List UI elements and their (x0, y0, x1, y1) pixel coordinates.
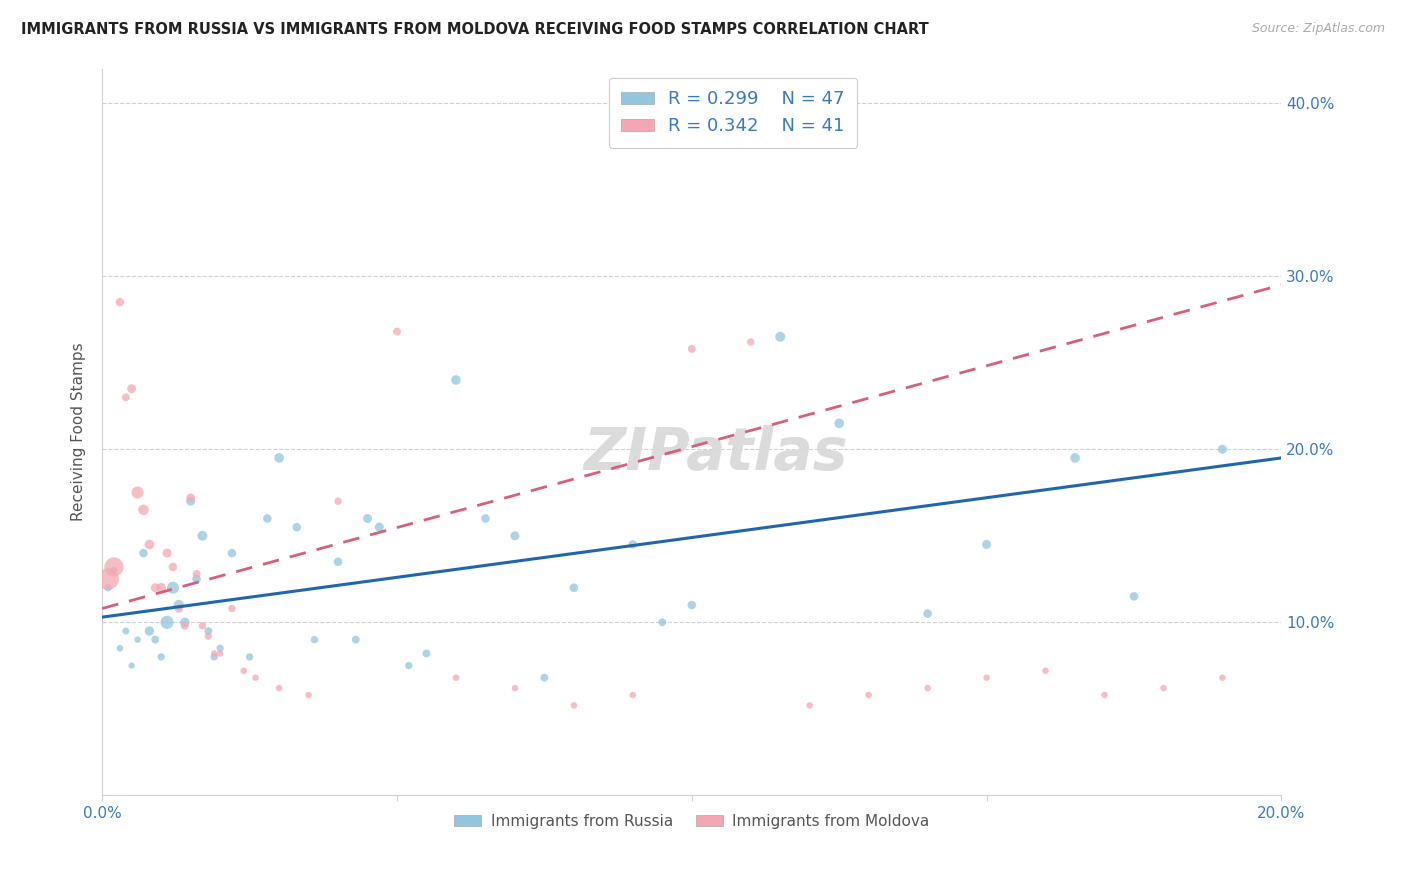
Point (180, 494, 202, 508)
Point (173, 615, 195, 630)
Point (150, 649, 173, 664)
Point (256, 511, 278, 525)
Point (121, 658, 143, 673)
Point (503, 681, 526, 695)
Point (769, 330, 792, 344)
Point (681, 598, 703, 612)
Point (150, 581, 173, 595)
Point (186, 566, 208, 581)
Point (651, 615, 673, 630)
Point (167, 598, 190, 612)
Point (368, 520, 391, 534)
Point (1123, 590, 1146, 604)
Point (385, 325, 408, 339)
Point (232, 664, 254, 678)
Point (162, 581, 184, 595)
Point (621, 688, 644, 702)
Point (97, 572, 120, 586)
Point (191, 529, 214, 543)
Text: ZIPatlas: ZIPatlas (583, 425, 848, 483)
Point (209, 647, 232, 661)
Text: Source: ZipAtlas.com: Source: ZipAtlas.com (1251, 22, 1385, 36)
Point (239, 649, 262, 664)
Point (197, 624, 219, 638)
Point (740, 334, 762, 349)
Point (285, 520, 308, 534)
Point (132, 546, 155, 560)
Point (209, 641, 232, 656)
Point (1094, 688, 1116, 702)
Point (444, 671, 467, 685)
Point (156, 546, 179, 560)
Point (138, 624, 160, 638)
Point (533, 671, 555, 685)
Point (681, 342, 703, 356)
Point (326, 555, 349, 569)
Point (180, 491, 202, 505)
Point (103, 563, 125, 577)
Point (221, 601, 243, 615)
Point (267, 681, 290, 695)
Point (167, 601, 190, 615)
Point (143, 581, 166, 595)
Point (562, 698, 585, 713)
Point (108, 295, 131, 310)
Point (917, 607, 939, 621)
Point (173, 619, 195, 633)
Point (917, 681, 939, 695)
Point (1035, 664, 1057, 678)
Point (156, 615, 179, 630)
Point (398, 658, 420, 673)
Point (103, 560, 125, 574)
Point (267, 450, 290, 465)
Point (562, 581, 585, 595)
Point (858, 688, 880, 702)
Point (127, 485, 149, 500)
Point (127, 632, 149, 647)
Point (1153, 681, 1175, 695)
Point (297, 688, 319, 702)
Point (132, 503, 155, 517)
Point (202, 647, 225, 661)
Point (162, 560, 184, 574)
Point (202, 649, 225, 664)
Point (197, 629, 219, 643)
Point (245, 671, 267, 685)
Point (1211, 442, 1233, 457)
Point (799, 698, 821, 713)
Point (344, 632, 367, 647)
Point (97, 581, 120, 595)
Point (415, 647, 437, 661)
Point (108, 641, 131, 656)
Point (138, 537, 160, 551)
Point (1064, 450, 1087, 465)
Point (221, 546, 243, 560)
Point (114, 390, 136, 404)
Point (186, 572, 208, 586)
Point (503, 529, 526, 543)
Point (474, 511, 496, 525)
Point (326, 494, 349, 508)
Point (356, 511, 378, 525)
Y-axis label: Receiving Food Stamps: Receiving Food Stamps (72, 343, 86, 521)
Point (976, 537, 998, 551)
Point (1211, 671, 1233, 685)
Point (304, 632, 326, 647)
Text: IMMIGRANTS FROM RUSSIA VS IMMIGRANTS FROM MOLDOVA RECEIVING FOOD STAMPS CORRELAT: IMMIGRANTS FROM RUSSIA VS IMMIGRANTS FRO… (21, 22, 929, 37)
Point (828, 417, 851, 431)
Point (114, 624, 136, 638)
Point (444, 373, 467, 387)
Point (621, 537, 644, 551)
Point (191, 619, 214, 633)
Legend: Immigrants from Russia, Immigrants from Moldova: Immigrants from Russia, Immigrants from … (449, 808, 936, 835)
Point (143, 632, 166, 647)
Point (976, 671, 998, 685)
Point (121, 382, 143, 396)
